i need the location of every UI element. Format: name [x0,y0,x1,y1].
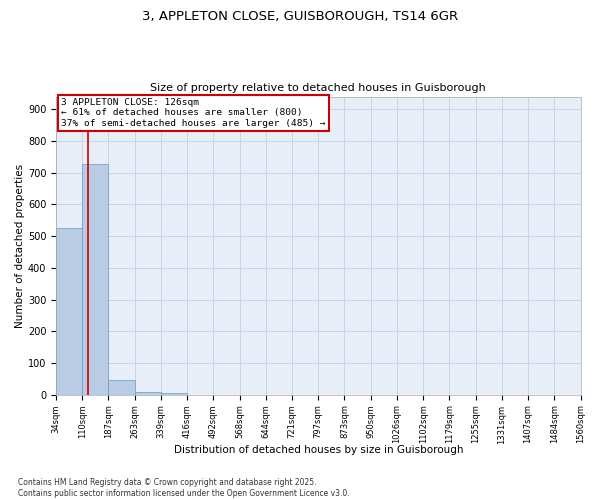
Bar [56,228,82,395]
X-axis label: Distribution of detached houses by size in Guisborough: Distribution of detached houses by size … [173,445,463,455]
Bar [82,164,109,395]
Text: 3, APPLETON CLOSE, GUISBOROUGH, TS14 6GR: 3, APPLETON CLOSE, GUISBOROUGH, TS14 6GR [142,10,458,23]
Y-axis label: Number of detached properties: Number of detached properties [15,164,25,328]
Bar [161,393,187,395]
Title: Size of property relative to detached houses in Guisborough: Size of property relative to detached ho… [151,83,486,93]
Text: 3 APPLETON CLOSE: 126sqm
← 61% of detached houses are smaller (800)
37% of semi-: 3 APPLETON CLOSE: 126sqm ← 61% of detach… [61,98,326,128]
Bar [109,380,134,395]
Text: Contains HM Land Registry data © Crown copyright and database right 2025.
Contai: Contains HM Land Registry data © Crown c… [18,478,350,498]
Bar [134,392,161,395]
